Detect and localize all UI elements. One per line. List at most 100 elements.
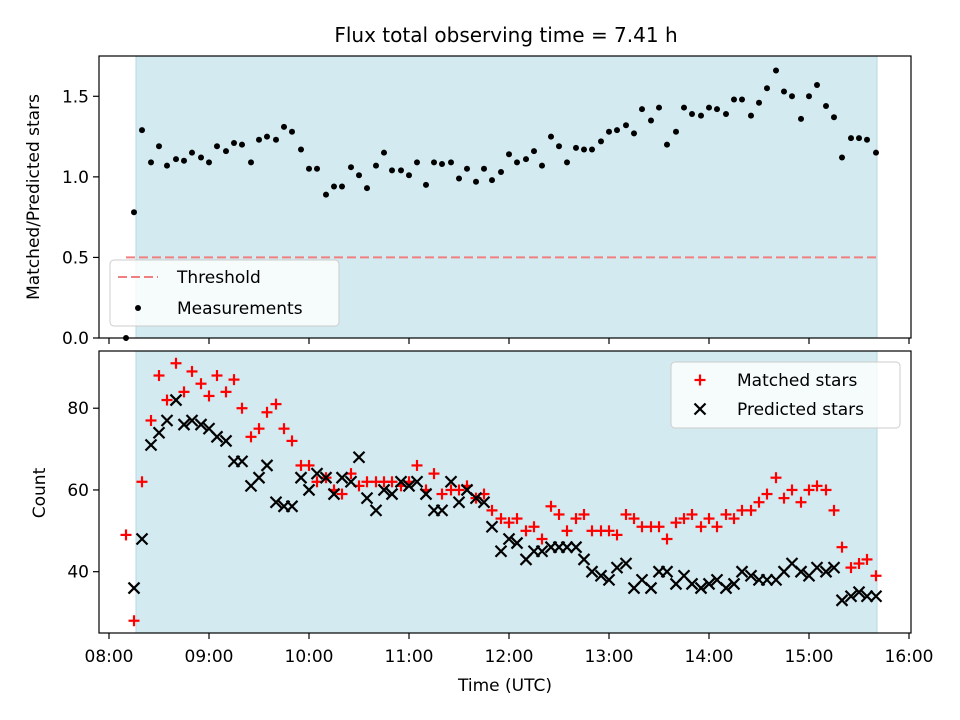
measurement-point	[389, 167, 395, 174]
measurement-point	[148, 159, 154, 166]
measurement-point	[631, 130, 637, 137]
matched-star-point	[745, 504, 757, 516]
measurements-legend-label: Measurements	[177, 299, 303, 319]
measurement-point	[514, 159, 520, 166]
matched-star-point	[578, 508, 590, 520]
predicted-star-point	[594, 569, 608, 583]
measurement-point	[489, 177, 495, 184]
measurement-point	[856, 135, 862, 142]
predicted-star-point	[560, 540, 574, 554]
predicted-star-point	[402, 479, 416, 493]
measurement-point	[314, 165, 320, 172]
matched-star-point	[778, 492, 790, 504]
measurement-point	[706, 104, 712, 111]
predicted-star-point	[719, 581, 733, 595]
measurement-point	[439, 160, 445, 167]
measurement-point	[248, 159, 254, 166]
x-tick-label: 13:00	[585, 647, 634, 667]
matched-star-point	[411, 459, 423, 471]
count-legend: Matched stars Predicted stars	[670, 361, 901, 429]
predicted-star-point	[694, 581, 708, 595]
matched-star-point	[870, 570, 882, 582]
ratio-panel: 0.0 0.5 1.0 1.5 Matched/Predicted stars Thr…	[24, 55, 912, 349]
matched-star-point	[145, 414, 157, 426]
matched-star-point	[261, 406, 273, 418]
matched-star-point	[620, 508, 632, 520]
matched-star-point	[245, 431, 257, 443]
predicted-star-point	[302, 483, 316, 497]
y-tick-label: 0.5	[62, 248, 89, 268]
measurement-point	[473, 178, 479, 185]
measurement-point	[664, 141, 670, 148]
y-tick-label: 1.0	[62, 168, 89, 188]
predicted-star-point	[335, 471, 349, 484]
predicted-star-point	[810, 561, 824, 574]
x-tick-label: 16:00	[885, 647, 934, 667]
matched-star-point	[686, 508, 698, 520]
measurement-point	[306, 165, 312, 172]
measurement-point	[406, 172, 412, 179]
matched-star-point	[195, 378, 207, 390]
measurement-point	[606, 128, 612, 135]
measurement-point	[756, 99, 762, 106]
x-tick-label: 09:00	[185, 647, 234, 667]
count-axes-frame	[98, 350, 912, 634]
predicted-star-point	[235, 455, 249, 468]
matched-star-point	[770, 472, 782, 484]
matched-legend-label: Matched stars	[737, 371, 857, 391]
measurement-point	[464, 165, 470, 172]
matched-star-point	[861, 553, 873, 565]
measurement-point	[198, 154, 204, 161]
matched-legend-glyph	[694, 374, 706, 386]
measurement-point	[589, 146, 595, 153]
matched-star-point	[436, 488, 448, 500]
predicted-star-point	[827, 561, 841, 574]
matched-star-point	[503, 517, 515, 529]
measurement-point	[564, 159, 570, 166]
predicted-star-point	[577, 553, 591, 566]
matched-star-point	[828, 504, 840, 516]
measurement-point	[398, 167, 404, 174]
ratio-x-ticks	[108, 338, 910, 344]
ratio-y-axis-label: Matched/Predicted stars	[24, 94, 44, 300]
predicted-star-point	[127, 581, 141, 595]
measurement-point	[556, 143, 562, 150]
measurement-point	[231, 140, 237, 147]
matched-star-point	[811, 480, 823, 492]
measurement-point	[381, 149, 387, 156]
matched-star-point	[336, 488, 348, 500]
matched-star-point	[653, 521, 665, 533]
matched-star-point	[570, 513, 582, 525]
matched-star-point	[845, 562, 857, 574]
measurement-point	[331, 183, 337, 190]
predicted-star-point	[860, 589, 874, 603]
measurement-point	[773, 67, 779, 74]
predicted-star-point	[210, 430, 224, 444]
measurement-point	[423, 181, 429, 188]
measurement-point	[814, 82, 820, 89]
measurement-point	[448, 159, 454, 166]
measurement-point	[139, 127, 145, 134]
ratio-legend: Threshold Measurements	[109, 259, 340, 327]
predicted-star-point	[760, 573, 774, 587]
predicted-star-point	[494, 544, 508, 558]
matched-star-point	[695, 521, 707, 533]
matched-star-point	[761, 488, 773, 500]
matched-star-point	[703, 513, 715, 525]
y-tick-label: 0.0	[62, 329, 89, 349]
predicted-star-point	[852, 585, 866, 599]
predicted-star-point	[252, 471, 266, 484]
predicted-star-point	[385, 487, 399, 501]
predicted-star-point	[444, 475, 458, 489]
threshold-legend-label: Threshold	[176, 268, 261, 288]
measurement-point	[823, 102, 829, 109]
matched-star-point	[120, 529, 132, 541]
predicted-star-point	[685, 577, 699, 591]
measurement-point	[348, 164, 354, 171]
measurement-point	[498, 169, 504, 176]
measurement-point	[206, 159, 212, 166]
matched-star-point	[678, 513, 690, 525]
measurement-point	[764, 85, 770, 92]
matched-star-point	[603, 525, 615, 537]
measurement-point	[273, 136, 279, 143]
